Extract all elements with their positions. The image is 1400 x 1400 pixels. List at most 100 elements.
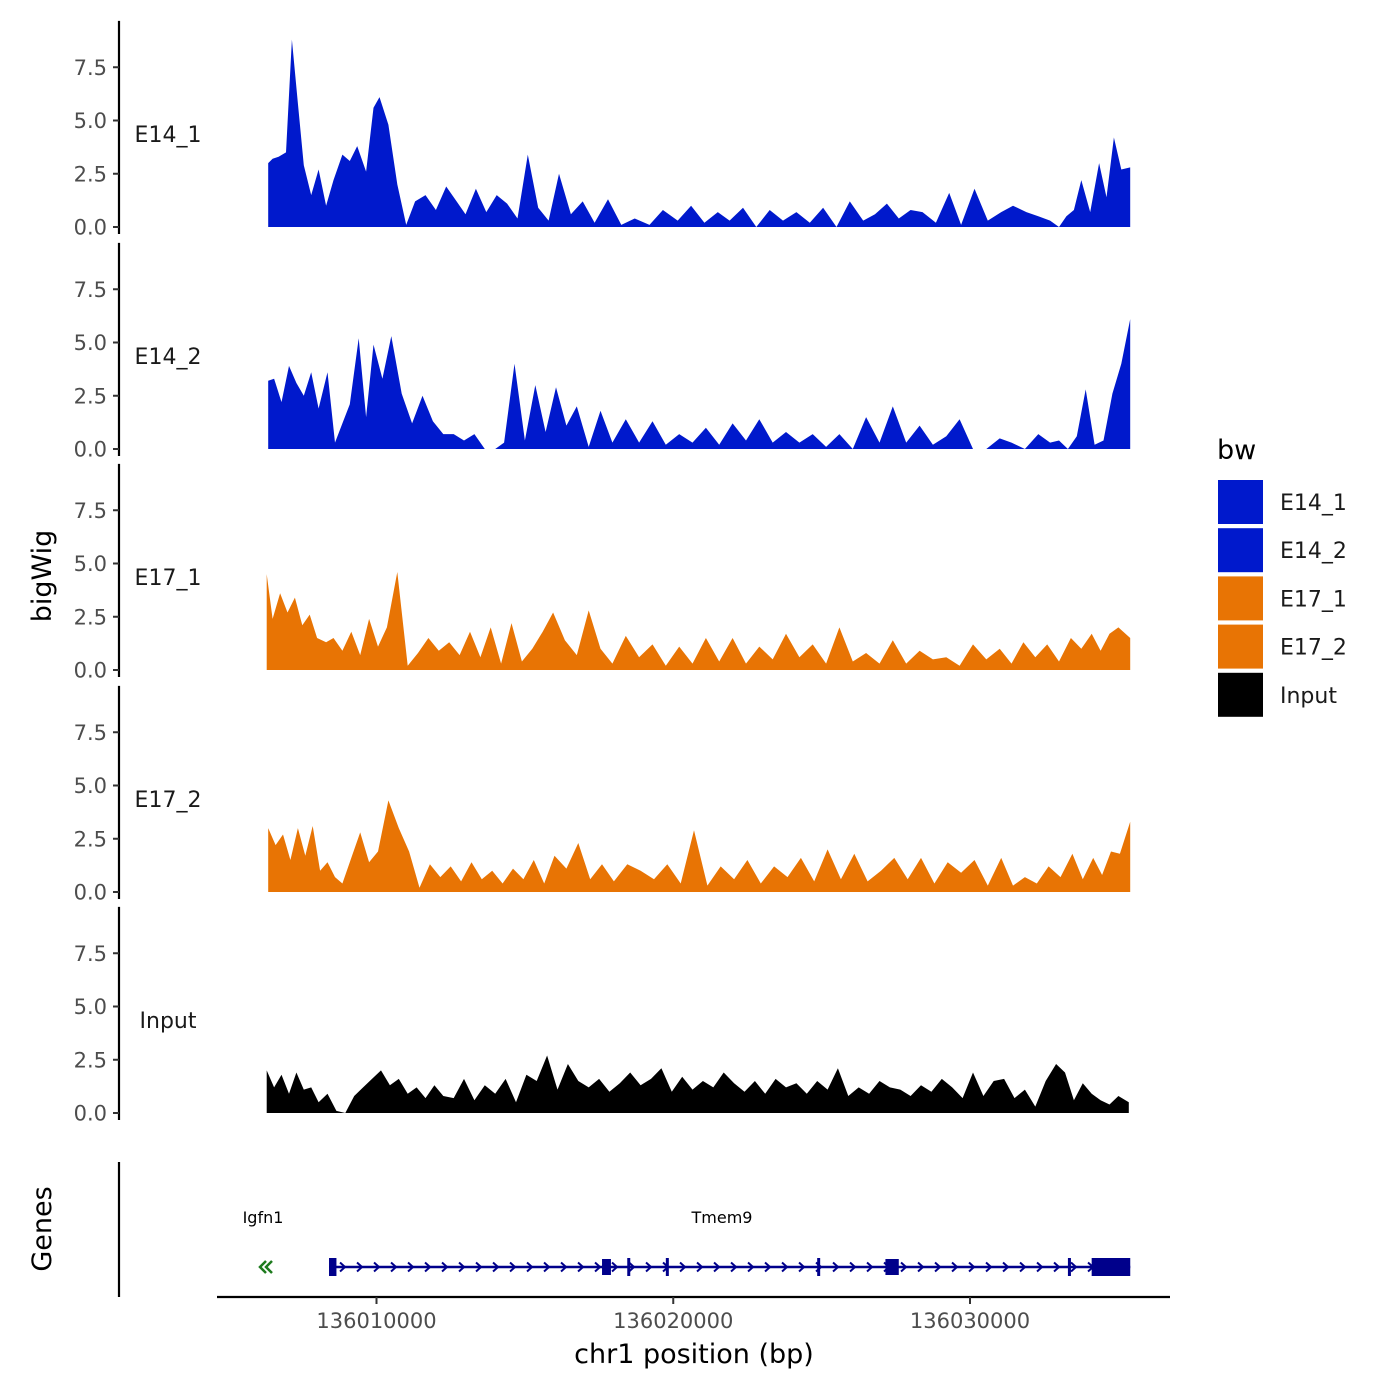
strand-arrow-icon [390,1261,398,1273]
strand-arrow-icon [258,1260,273,1274]
y-tick-label: 2.5 [74,384,107,408]
strand-arrow-icon [917,1261,925,1273]
strand-arrow-icon [628,1261,636,1273]
track-panel-E17_2: 0.0 2.5 5.0 7.5 E17_2 [74,685,1131,905]
strand-arrow-icon [968,1261,976,1273]
x-axis-title: chr1 position (bp) [574,1339,814,1370]
exon [665,1258,669,1276]
strand-arrow-icon [747,1261,755,1273]
y-tick-label: 2.5 [74,162,107,186]
legend: bw E14_1 E14_2 E17_1 E17_2 Input [1217,435,1347,717]
legend-label: Input [1280,684,1337,709]
strand-arrow-icon [1002,1261,1010,1273]
legend-label: E14_1 [1280,491,1347,516]
y-tick-label: 0.0 [74,438,107,462]
strand-arrow-icon [458,1261,466,1273]
y-tick-label: 0.0 [74,659,107,683]
x-tick-label: 136030000 [910,1309,1030,1333]
y-tick-label: 2.5 [74,1048,107,1072]
signal-area-E17_1 [266,572,1131,670]
y-tick-label: 5.0 [74,995,107,1019]
strand-arrow-icon [781,1261,789,1273]
strand-arrow-icon [866,1261,874,1273]
y-tick-label: 7.5 [74,721,107,745]
strand-arrow-icon [475,1261,483,1273]
strand-arrow-icon [713,1261,721,1273]
legend-label: E17_2 [1280,636,1347,661]
strand-arrow-icon [526,1261,534,1273]
strand-arrow-icon [798,1261,806,1273]
strand-arrow-icon [1053,1261,1061,1273]
legend-label: E14_2 [1280,539,1347,564]
x-tick-label: 136010000 [316,1309,436,1333]
legend-key-E14_2 [1218,528,1263,573]
y-tick-label: 5.0 [74,109,107,133]
strand-arrow-icon [764,1261,772,1273]
gene-name: Igfn1 [243,1208,284,1227]
y-axis-title: bigWig [27,530,58,623]
strand-arrow-icon [951,1261,959,1273]
track-panel-Input: 0.0 2.5 5.0 7.5 Input [74,906,1129,1126]
strand-arrow-icon [611,1261,619,1273]
strand-arrow-icon [645,1261,653,1273]
strand-arrow-icon [594,1261,602,1273]
strand-arrow-icon [441,1261,449,1273]
gene-Igfn1: Igfn1 [243,1208,284,1274]
exon [1067,1258,1071,1276]
legend-key-E14_1 [1218,480,1263,524]
strand-arrow-icon [1019,1261,1027,1273]
strand-arrow-icon [1070,1261,1078,1273]
gene-track: Igfn1 Tmem9 [117,1162,1131,1297]
strand-arrow-icon [356,1261,364,1273]
y-tick-label: 0.0 [74,216,107,240]
y-tick-label: 7.5 [74,56,107,80]
strand-arrow-icon [577,1261,585,1273]
strand-arrow-icon [985,1261,993,1273]
track-panels: 0.0 2.5 5.0 7.5 E14_1 0.0 2.5 5.0 7.5 E14_2 0.0 2.5… [74,20,1131,1126]
strand-arrow-icon [934,1261,942,1273]
strand-arrow-icon [849,1261,857,1273]
gene-name: Tmem9 [691,1208,753,1227]
strand-arrow-icon [696,1261,704,1273]
strand-arrow-icon [679,1261,687,1273]
track-label: E17_1 [135,566,202,591]
strand-arrow-icon [560,1261,568,1273]
exon [885,1259,899,1275]
legend-key-E17_2 [1218,624,1263,669]
track-panel-E17_1: 0.0 2.5 5.0 7.5 E17_1 [74,463,1131,683]
y-tick-label: 5.0 [74,552,107,576]
x-tick-label: 136020000 [613,1309,733,1333]
legend-title: bw [1217,435,1256,466]
exon [1091,1258,1131,1276]
strand-arrow-icon [339,1261,347,1273]
strand-arrow-icon [407,1261,415,1273]
strand-arrow-icon [509,1261,517,1273]
strand-arrow-icon [1036,1261,1044,1273]
genes-axis-title: Genes [27,1186,58,1271]
signal-area-E17_2 [268,800,1131,892]
exon [602,1259,611,1275]
y-tick-label: 5.0 [74,774,107,798]
x-axis: 136010000 136020000 136030000 [217,1295,1170,1333]
y-tick-label: 2.5 [74,605,107,629]
y-tick-label: 7.5 [74,942,107,966]
strand-arrow-icon [730,1261,738,1273]
y-tick-label: 2.5 [74,827,107,851]
exon [627,1258,631,1276]
strand-arrow-icon [543,1261,551,1273]
track-panel-E14_1: 0.0 2.5 5.0 7.5 E14_1 [74,20,1131,240]
track-label: Input [140,1009,197,1034]
exon [329,1258,337,1276]
y-tick-label: 7.5 [74,278,107,302]
legend-key-E17_1 [1218,576,1263,621]
strand-arrow-icon [900,1261,908,1273]
signal-area-E14_1 [268,39,1131,227]
signal-area-E14_2 [268,319,1131,449]
y-tick-label: 7.5 [74,499,107,523]
exon [817,1258,821,1276]
strand-arrow-icon [424,1261,432,1273]
y-tick-label: 5.0 [74,331,107,355]
track-label: E14_2 [135,345,202,370]
y-tick-label: 0.0 [74,1102,107,1126]
